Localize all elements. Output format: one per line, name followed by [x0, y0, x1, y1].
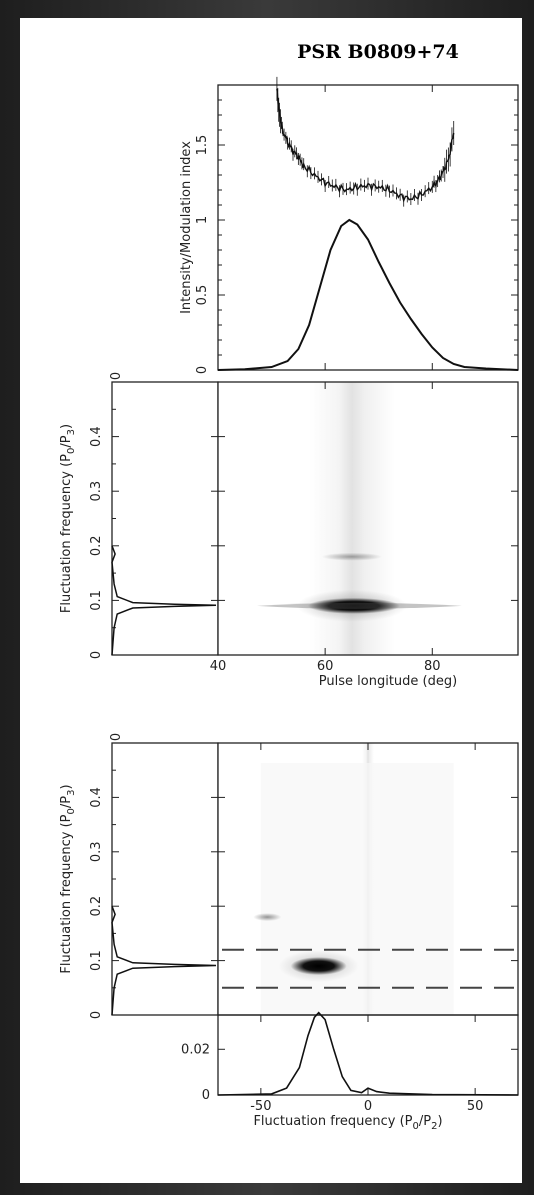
lrfs-side-y-tick-label: 0.3 — [89, 481, 104, 502]
lrfs-xlabel: Pulse longitude (deg) — [319, 674, 457, 689]
p2-frame — [217, 1014, 519, 1096]
p2-x-tick-label: -50 — [250, 1099, 271, 1114]
s2dfs-side-ylabel: Fluctuation frequency (P0/P3) — [59, 784, 77, 973]
s2dfs-side-y-tick-label: 0.1 — [89, 950, 104, 971]
lrfs-frame — [217, 381, 519, 656]
s2dfs-main-feature — [290, 957, 347, 976]
lrfs-side-frame — [111, 381, 219, 656]
pulse-profile-line — [217, 218, 519, 371]
profile-y-tick-label: 0 — [195, 366, 210, 374]
p2-y-tick-label: 0 — [202, 1088, 210, 1103]
p2-profile-panel: -50 0 50 0 0.02 Fluctuation frequency (P0/P2) — [181, 1011, 519, 1132]
profile-y-tick-label: 1 — [195, 216, 210, 224]
s2dfs-side-panel: 0 0.1 0.2 0.3 0.4 Fluctuation frequency (P0/P… — [59, 733, 219, 1019]
s2dfs-heatmap-panel — [217, 742, 519, 1016]
p2-x-tick-label: 0 — [364, 1099, 372, 1114]
lrfs-side-y-tick-label: 0 — [89, 651, 104, 659]
lrfs-side-y-tick-label: 0.2 — [89, 535, 104, 556]
s2dfs-side-line — [111, 905, 217, 1016]
lrfs-side-y-tick-label: 0.4 — [89, 426, 104, 447]
profile-y-tick-label: 1.5 — [195, 135, 210, 156]
lrfs-x-tick-label: 80 — [424, 659, 441, 674]
lrfs-main-feature — [307, 597, 400, 614]
lrfs-side-top-label: 0 — [109, 372, 124, 380]
lrfs-side-ylabel: Fluctuation frequency (P0/P3) — [59, 424, 77, 613]
lrfs-harmonic-feature — [321, 552, 382, 561]
s2dfs-noise — [260, 763, 454, 1015]
profile-ylabel: Intensity/Modulation index — [179, 141, 194, 314]
s2dfs-side-y-tick-label: 0.4 — [89, 787, 104, 808]
p2-xlabel: Fluctuation frequency (P0/P2) — [253, 1114, 442, 1132]
lrfs-side-y-tick-label: 0.1 — [89, 590, 104, 611]
p2-x-tick-label: 50 — [467, 1099, 484, 1114]
lrfs-x-tick-label: 60 — [317, 659, 334, 674]
s2dfs-side-y-tick-label: 0.2 — [89, 896, 104, 917]
lrfs-x-tick-label: 40 — [210, 659, 227, 674]
s2dfs-side-y-tick-label: 0.3 — [89, 841, 104, 862]
s2dfs-side-y-tick-label: 0 — [89, 1011, 104, 1019]
s2dfs-side-top-label: 0 — [109, 733, 124, 741]
lrfs-feature-tail — [256, 602, 462, 609]
modulation-index-line — [276, 88, 455, 203]
s2dfs-side-frame — [111, 742, 219, 1016]
s2dfs-harmonic-feature — [253, 913, 282, 922]
profile-y-tick-label: 0.5 — [195, 285, 210, 306]
profile-frame — [217, 84, 519, 371]
p2-y-tick-label: 0.02 — [181, 1042, 210, 1057]
p2-profile-line — [217, 1011, 519, 1096]
lrfs-side-line — [111, 545, 217, 656]
figure-title: PSR B0809+74 — [297, 41, 459, 63]
lrfs-side-panel: 0 0.1 0.2 0.3 0.4 Fluctuation frequency (P0/P… — [59, 372, 219, 659]
